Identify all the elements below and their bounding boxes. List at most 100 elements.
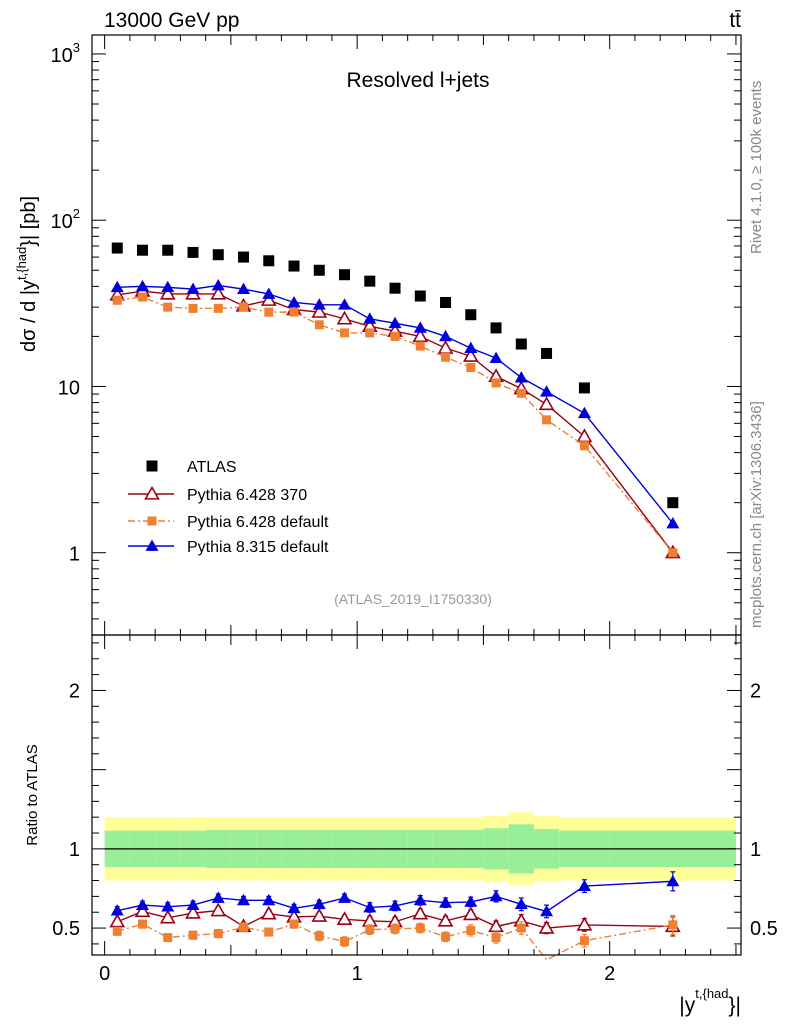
data-point [389,282,401,294]
ratio-point [338,891,352,903]
data-point [187,246,199,258]
ratio-point [264,927,274,937]
data-point [111,242,123,254]
ratio-point [340,937,350,947]
data-point [490,322,502,334]
legend-label: Pythia 8.315 default [187,539,329,556]
data-point [336,310,353,325]
ratio-y-tick-label-right: 0.5 [750,918,778,940]
data-point [538,396,555,411]
data-point [311,304,328,318]
ratio-y-tick-label-left: 0.5 [52,918,80,940]
ratio-y-tick-label-right: 2 [750,680,761,702]
data-point [465,309,477,321]
ratio-point [210,902,227,917]
data-point [289,307,299,317]
ratio-point [159,909,176,924]
legend-item: Pythia 8.315 default [128,539,329,556]
data-point [136,279,150,292]
ratio-point [314,931,324,941]
chart-title: Resolved l+jets [347,69,490,92]
ratio-point [415,923,425,933]
data-point [466,363,476,373]
ratio-point [412,905,429,920]
series-pythia-8-315-default [110,278,680,529]
ratio-point [213,929,223,939]
rivet-version-label: Rivet 4.1.0, ≥ 100k events [748,81,765,254]
data-point [390,331,400,341]
analysis-id-label: (ATLAS_2019_I1750330) [334,591,492,607]
data-point [666,516,680,529]
series-line [117,284,674,524]
y-tick-label-base: 10 [51,211,73,233]
ratio-point [188,930,198,940]
legend-marker [147,516,157,526]
y-tick-label-exponent: 3 [73,40,80,55]
series-atlas [111,242,679,509]
y-tick-label: 10 [58,377,80,399]
ratio-y-tick-label-right: 1 [750,839,761,861]
ratio-point [441,932,451,942]
data-point [462,348,479,362]
ratio-point [112,926,122,936]
data-point [264,307,274,317]
data-point [287,295,301,308]
data-point [112,295,122,305]
x-axis-label: |yt,{had}| [679,986,741,1017]
ratio-point [311,908,328,922]
data-point [579,441,589,451]
ratio-point [577,879,591,891]
legend-marker [146,460,158,472]
data-point [188,303,198,313]
mcplots-credit-label: mcplots.cern.ch [arXiv:1306.3436] [748,401,765,628]
ratio-point [540,904,554,917]
y-tick-label: 1 [69,544,80,566]
y-axis-label-superscript: t,{had [14,247,29,280]
y-axis-label-text: dσ / d |y [18,280,40,352]
data-point [213,303,223,313]
y-tick-label-base: 1 [69,544,80,566]
legend-label: Pythia 6.428 default [187,514,329,531]
ratio-point [576,916,593,931]
ratio-panel: 0.5 0.5 1 1 2 2 0 1 2 [52,634,778,985]
data-point [363,312,377,324]
data-point [464,341,478,354]
ratio-point [161,900,175,912]
data-point [414,290,426,302]
data-point [340,328,350,338]
data-point [239,302,249,312]
y-axis-label-main: dσ / d |yt,{had}| [pb] [14,196,40,352]
data-point [110,280,124,293]
ratio-point [109,913,126,928]
y-tick-label: 102 [51,206,80,233]
ratio-point [185,904,201,919]
x-axis-label-superscript: t,{had [695,986,728,1001]
data-point [312,298,326,310]
process-label: tt̄ [729,9,741,32]
ratio-point [413,893,427,906]
ratio-point [491,933,501,943]
data-point [540,385,554,397]
ratio-point [514,897,528,910]
data-point [668,548,678,558]
ratio-frame [91,634,742,956]
ratio-y-axis-label: Ratio to ATLAS [24,744,41,845]
series-pythia-6-428-default [112,292,678,558]
ratio-y-tick-label-left: 2 [69,680,80,702]
ratio-series-line [117,923,673,961]
data-point [577,406,591,419]
ratio-point [186,898,200,910]
data-point [162,244,174,256]
ratio-point [365,925,375,935]
ratio-point [289,919,299,929]
data-point [364,275,376,287]
ratio-point [439,896,453,908]
data-point [338,298,352,310]
ratio-y-tick-label-left: 1 [69,839,80,861]
data-point [159,285,176,300]
data-point [365,328,375,338]
ratio-point [287,901,301,914]
data-point [515,338,527,350]
ratio-point [262,893,276,906]
data-point [161,280,175,293]
